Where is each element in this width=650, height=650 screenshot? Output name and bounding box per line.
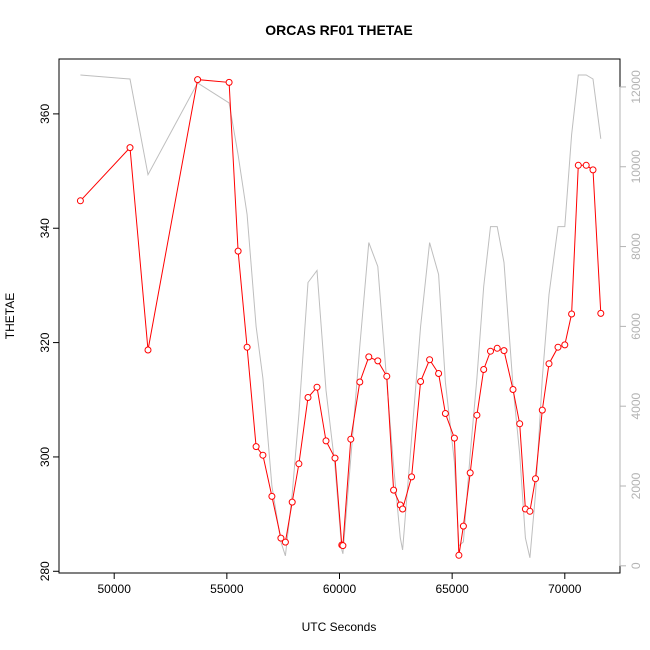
y2-tick-label: 4000 bbox=[629, 393, 643, 420]
series-right bbox=[80, 74, 602, 558]
data-point bbox=[322, 437, 330, 445]
data-point bbox=[252, 443, 260, 451]
data-point bbox=[487, 347, 494, 355]
data-point bbox=[295, 460, 303, 468]
data-point bbox=[268, 492, 276, 500]
data-point bbox=[281, 538, 289, 546]
data-point bbox=[554, 343, 562, 351]
y2-tick-label: 0 bbox=[629, 562, 643, 569]
data-point bbox=[545, 360, 553, 368]
data-point bbox=[493, 344, 501, 352]
data-point bbox=[365, 353, 373, 361]
data-point bbox=[288, 498, 296, 506]
chart-title: ORCAS RF01 THETAE bbox=[265, 22, 413, 38]
series-line-right bbox=[80, 74, 602, 558]
data-point bbox=[374, 357, 382, 365]
data-point bbox=[383, 372, 391, 380]
data-point bbox=[459, 522, 467, 530]
data-point bbox=[304, 394, 312, 401]
data-point bbox=[234, 247, 242, 255]
data-point bbox=[568, 310, 576, 318]
data-point bbox=[500, 347, 508, 355]
data-point bbox=[589, 166, 597, 174]
x-tick-label: 70000 bbox=[548, 582, 582, 596]
data-point bbox=[126, 144, 134, 152]
y2-tick-label: 6000 bbox=[629, 313, 643, 340]
data-point bbox=[582, 161, 590, 169]
data-point bbox=[426, 356, 434, 364]
data-point bbox=[466, 469, 474, 477]
y-tick-label: 320 bbox=[38, 332, 52, 352]
y-tick-label: 280 bbox=[38, 561, 52, 581]
y-tick-label: 340 bbox=[38, 218, 52, 238]
data-point bbox=[455, 551, 463, 559]
data-point bbox=[313, 383, 321, 391]
series-layer bbox=[76, 74, 605, 559]
axes: 50000 55000 60000 65000 70000280300320340360… bbox=[38, 70, 643, 596]
x-tick-label: 50000 bbox=[98, 582, 132, 596]
data-point bbox=[390, 486, 398, 494]
x-axis-label: UTC Seconds bbox=[302, 620, 377, 634]
y-axis-label: THETAE bbox=[3, 293, 17, 339]
data-point bbox=[144, 346, 152, 354]
data-point bbox=[417, 378, 425, 385]
data-point bbox=[538, 406, 546, 414]
y2-tick-label: 10000 bbox=[629, 150, 643, 184]
data-point bbox=[480, 366, 488, 373]
x-tick-label: 60000 bbox=[323, 582, 357, 596]
data-point bbox=[243, 343, 251, 351]
data-point bbox=[225, 78, 233, 86]
data-point bbox=[532, 475, 539, 483]
data-point bbox=[526, 507, 534, 515]
series-line-left bbox=[80, 79, 602, 556]
data-point bbox=[516, 420, 524, 428]
y2-tick-label: 12000 bbox=[629, 70, 643, 104]
y2-tick-label: 2000 bbox=[629, 472, 643, 499]
data-point bbox=[561, 341, 569, 349]
data-point bbox=[450, 434, 458, 442]
x-tick-label: 65000 bbox=[435, 582, 469, 596]
data-point bbox=[347, 435, 355, 443]
y-tick-label: 360 bbox=[38, 104, 52, 124]
y-tick-label: 300 bbox=[38, 447, 52, 467]
data-point bbox=[259, 451, 267, 459]
data-point bbox=[441, 410, 449, 417]
data-point bbox=[408, 473, 416, 481]
data-point bbox=[277, 534, 285, 542]
data-point bbox=[356, 378, 364, 386]
series-left bbox=[76, 76, 605, 559]
data-point bbox=[339, 542, 347, 550]
data-point bbox=[473, 411, 481, 419]
data-point bbox=[76, 197, 84, 205]
data-point bbox=[399, 505, 407, 513]
data-point bbox=[331, 454, 339, 462]
data-point bbox=[435, 370, 443, 377]
data-point bbox=[194, 76, 202, 84]
data-point bbox=[509, 386, 517, 393]
data-point bbox=[574, 161, 582, 169]
data-point bbox=[597, 309, 605, 317]
x-tick-label: 55000 bbox=[210, 582, 244, 596]
plot-box bbox=[58, 58, 621, 574]
y2-tick-label: 8000 bbox=[629, 233, 643, 260]
